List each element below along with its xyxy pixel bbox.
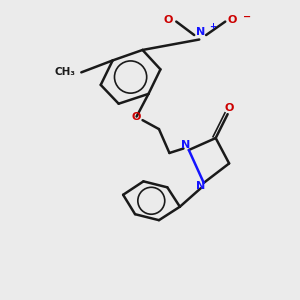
Text: N: N	[196, 182, 206, 191]
Text: +: +	[209, 22, 216, 31]
Text: O: O	[224, 103, 234, 113]
Text: N: N	[196, 27, 206, 37]
Text: O: O	[132, 112, 141, 122]
Text: O: O	[227, 15, 237, 25]
Text: CH₃: CH₃	[55, 68, 76, 77]
Text: O: O	[163, 15, 172, 25]
Text: −: −	[243, 12, 251, 22]
Text: N: N	[181, 140, 190, 150]
